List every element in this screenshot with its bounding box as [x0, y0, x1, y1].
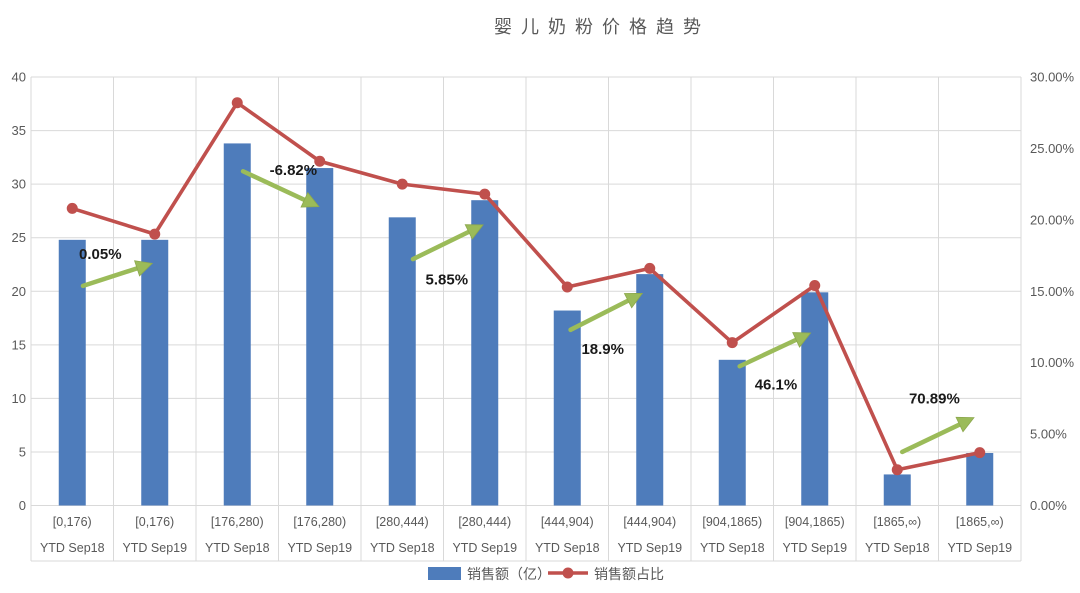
growth-arrowhead-icon [955, 416, 975, 433]
left-axis-tick-label: 5 [19, 444, 26, 459]
category-period-label: YTD Sep19 [947, 541, 1012, 555]
right-axis-tick-label: 5.00% [1030, 427, 1067, 442]
bar-sales [966, 453, 994, 506]
legend-line-label: 销售额占比 [594, 566, 664, 582]
category-range-label: [0,176) [135, 515, 174, 529]
bar-sales [883, 474, 911, 506]
legend-bar-label: 销售额（亿） [467, 566, 551, 582]
left-axis-tick-label: 25 [12, 230, 26, 245]
left-axis-tick-label: 10 [12, 391, 26, 406]
bar-sales [388, 217, 416, 506]
growth-arrowhead-icon [134, 260, 154, 277]
right-axis-tick-label: 10.00% [1030, 355, 1075, 370]
sales-share-marker [396, 178, 408, 190]
category-range-label: [0,176) [53, 515, 92, 529]
sales-share-marker [726, 337, 738, 349]
category-period-label: YTD Sep19 [287, 541, 352, 555]
growth-arrowhead-icon [792, 332, 812, 348]
left-axis-tick-label: 0 [19, 498, 26, 513]
left-axis-tick-label: 20 [12, 284, 26, 299]
legend-bar-swatch [428, 567, 461, 580]
bar-sales [471, 200, 499, 506]
bar-sales [223, 143, 251, 506]
category-range-label: [1865,∞) [956, 515, 1004, 529]
category-period-label: YTD Sep18 [865, 541, 930, 555]
right-axis-tick-label: 30.00% [1030, 70, 1075, 85]
growth-label: -6.82% [270, 162, 318, 179]
category-period-label: YTD Sep18 [370, 541, 435, 555]
category-range-label: [280,444) [458, 515, 511, 529]
sales-share-marker [974, 447, 986, 459]
growth-arrow-shaft [80, 264, 144, 289]
growth-arrow-shaft [568, 296, 634, 333]
left-axis-tick-label: 35 [12, 123, 26, 138]
category-period-label: YTD Sep18 [700, 541, 765, 555]
bar-sales [553, 310, 581, 506]
category-range-label: [444,904) [541, 515, 594, 529]
category-period-label: YTD Sep19 [452, 541, 517, 555]
sales-share-marker [149, 228, 161, 240]
category-period-label: YTD Sep18 [40, 541, 105, 555]
right-axis-tick-label: 20.00% [1030, 212, 1075, 227]
bar-sales [801, 292, 829, 506]
category-range-label: [904,1865) [702, 515, 762, 529]
growth-arrow-shaft [410, 227, 475, 262]
category-range-label: [1865,∞) [873, 515, 921, 529]
category-range-label: [444,904) [623, 515, 676, 529]
growth-label: 18.9% [581, 341, 624, 358]
growth-label: 0.05% [79, 246, 122, 263]
sales-share-marker [66, 202, 78, 214]
growth-label: 5.85% [426, 271, 469, 288]
sales-share-marker [561, 281, 573, 293]
bar-sales [141, 239, 169, 506]
growth-label: 46.1% [755, 376, 798, 393]
category-period-label: YTD Sep19 [617, 541, 682, 555]
bar-sales [636, 274, 664, 506]
bar-sales [718, 359, 746, 506]
growth-arrowhead-icon [623, 292, 644, 309]
legend: 销售额（亿） 销售额占比 [428, 566, 664, 582]
category-period-label: YTD Sep19 [122, 541, 187, 555]
legend-line-marker-icon [562, 567, 574, 579]
growth-arrow-shaft [737, 335, 803, 369]
plot-area: 0 5 10 15 20 25 30 35 40 0.00% 5.00% 10.00% 15.00% 20… [12, 70, 1075, 562]
growth-arrow-shaft [899, 420, 966, 455]
category-period-label: YTD Sep18 [535, 541, 600, 555]
growth-arrowhead-icon [300, 191, 320, 208]
sales-share-marker [644, 262, 656, 274]
sales-share-marker [479, 188, 491, 200]
category-range-label: [904,1865) [785, 515, 845, 529]
category-range-label: [176,280) [211, 515, 264, 529]
growth-label: 70.89% [909, 390, 960, 407]
sales-share-line [71, 100, 981, 472]
category-range-label: [176,280) [293, 515, 346, 529]
left-axis-tick-label: 30 [12, 177, 26, 192]
category-period-label: YTD Sep18 [205, 541, 270, 555]
sales-share-marker [231, 97, 243, 109]
left-axis-tick-label: 40 [12, 70, 26, 85]
right-axis-tick-label: 15.00% [1030, 284, 1075, 299]
chart-title: 婴儿奶粉价格趋势 [494, 17, 710, 37]
right-axis-tick-label: 0.00% [1030, 498, 1067, 513]
sales-share-marker [314, 155, 326, 167]
category-range-label: [280,444) [376, 515, 429, 529]
left-axis-tick-label: 15 [12, 337, 26, 352]
sales-share-marker [891, 464, 903, 476]
sales-share-marker [809, 280, 821, 292]
bar-sales [58, 239, 86, 506]
category-period-label: YTD Sep19 [782, 541, 847, 555]
right-axis-tick-label: 25.00% [1030, 141, 1075, 156]
bar-sales [306, 168, 334, 506]
growth-arrow-shaft [240, 169, 311, 204]
growth-arrowhead-icon [464, 224, 484, 240]
